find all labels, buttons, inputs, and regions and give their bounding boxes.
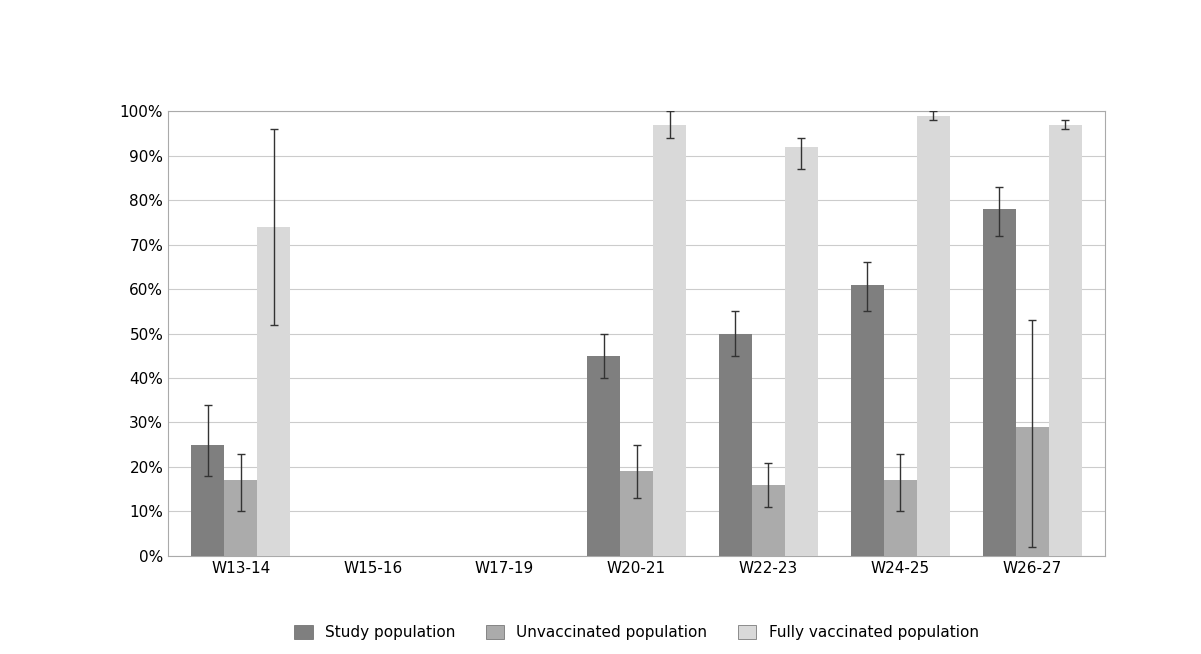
Bar	[191, 445, 225, 556]
Bar	[653, 124, 686, 556]
Bar	[752, 485, 785, 556]
Bar	[852, 284, 884, 556]
Bar	[785, 146, 818, 556]
Bar	[225, 480, 257, 556]
Legend: Study population, Unvaccinated population, Fully vaccinated population: Study population, Unvaccinated populatio…	[288, 619, 985, 646]
Bar	[587, 356, 620, 556]
Bar	[1016, 427, 1048, 556]
Bar	[916, 116, 950, 556]
Bar	[884, 480, 916, 556]
Bar	[1048, 124, 1082, 556]
Bar	[719, 334, 752, 556]
Bar	[982, 209, 1016, 556]
Bar	[257, 227, 291, 556]
Bar	[620, 472, 653, 556]
